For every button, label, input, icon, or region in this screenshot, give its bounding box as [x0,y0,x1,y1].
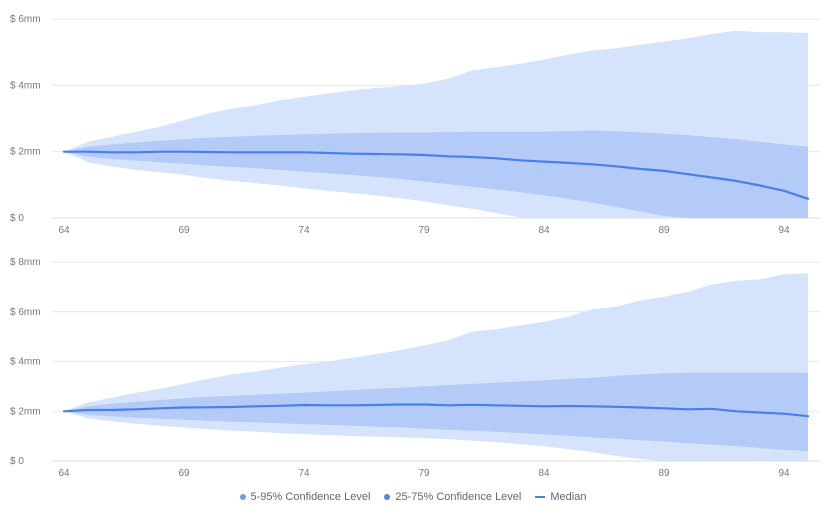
chart-2-y-tick-label: $ 2mm [10,406,41,417]
legend-item-median[interactable]: Median [535,491,586,503]
chart-2-median-line [62,403,810,418]
chart-1-band-25-75 [64,130,808,218]
chart-1-x-tick-label: 94 [778,225,790,236]
chart-1-x-tick-label: 79 [418,225,430,236]
chart-2-y-tick-label: $ 8mm [10,257,41,268]
chart-2-y-tick-label: $ 0 [10,456,24,467]
chart-1-y-tick-label: $ 0 [10,213,24,224]
legend-median-line-icon [535,496,546,498]
chart-1-median-line [62,150,810,200]
chart-1-x-tick-label: 64 [58,225,70,236]
chart-1-x-tick-label: 89 [658,225,670,236]
chart-2-x-tick-label: 69 [178,468,190,479]
legend-inner-band-label: 25-75% Confidence Level [395,491,522,503]
chart-2-x-tick-label: 94 [778,468,790,479]
chart-2-x-tick-label: 64 [58,468,70,479]
charts-canvas: $ 0 $ 2mm $ 4mm $ 6mm 64 69 74 79 84 89 94 $ 0 $ 2mm… [10,14,820,479]
legend-median-label: Median [550,491,587,503]
chart-2-y-tick-label: $ 6mm [10,307,41,318]
chart-1-y-tick-label: $ 4mm [10,80,41,91]
chart-1-x-tick-label: 74 [298,225,310,236]
legend-outer-band-label: 5-95% Confidence Level [250,491,371,503]
chart-2-x-tick-label: 74 [298,468,310,479]
chart-1-y-tick-label: $ 6mm [10,14,41,25]
chart-2-x-tick-label: 89 [658,468,670,479]
chart-1-y-tick-label: $ 2mm [10,147,41,158]
legend-outer-band-dot-icon [239,494,246,500]
legend-inner-band-dot-icon [384,494,391,500]
chart-1-x-tick-label: 69 [178,225,190,236]
chart-1-x-tick-label: 84 [538,225,550,236]
chart-legend: 5-95% Confidence Level 25-75% Confidence… [0,487,826,507]
legend-item-inner-band[interactable]: 25-75% Confidence Level [384,491,521,503]
chart-2-band-25-75 [64,372,808,452]
chart-2-y-tick-label: $ 4mm [10,357,41,368]
legend-item-outer-band[interactable]: 5-95% Confidence Level [239,491,371,503]
chart-2-x-tick-label: 84 [538,468,550,479]
chart-2-x-tick-label: 79 [418,468,430,479]
